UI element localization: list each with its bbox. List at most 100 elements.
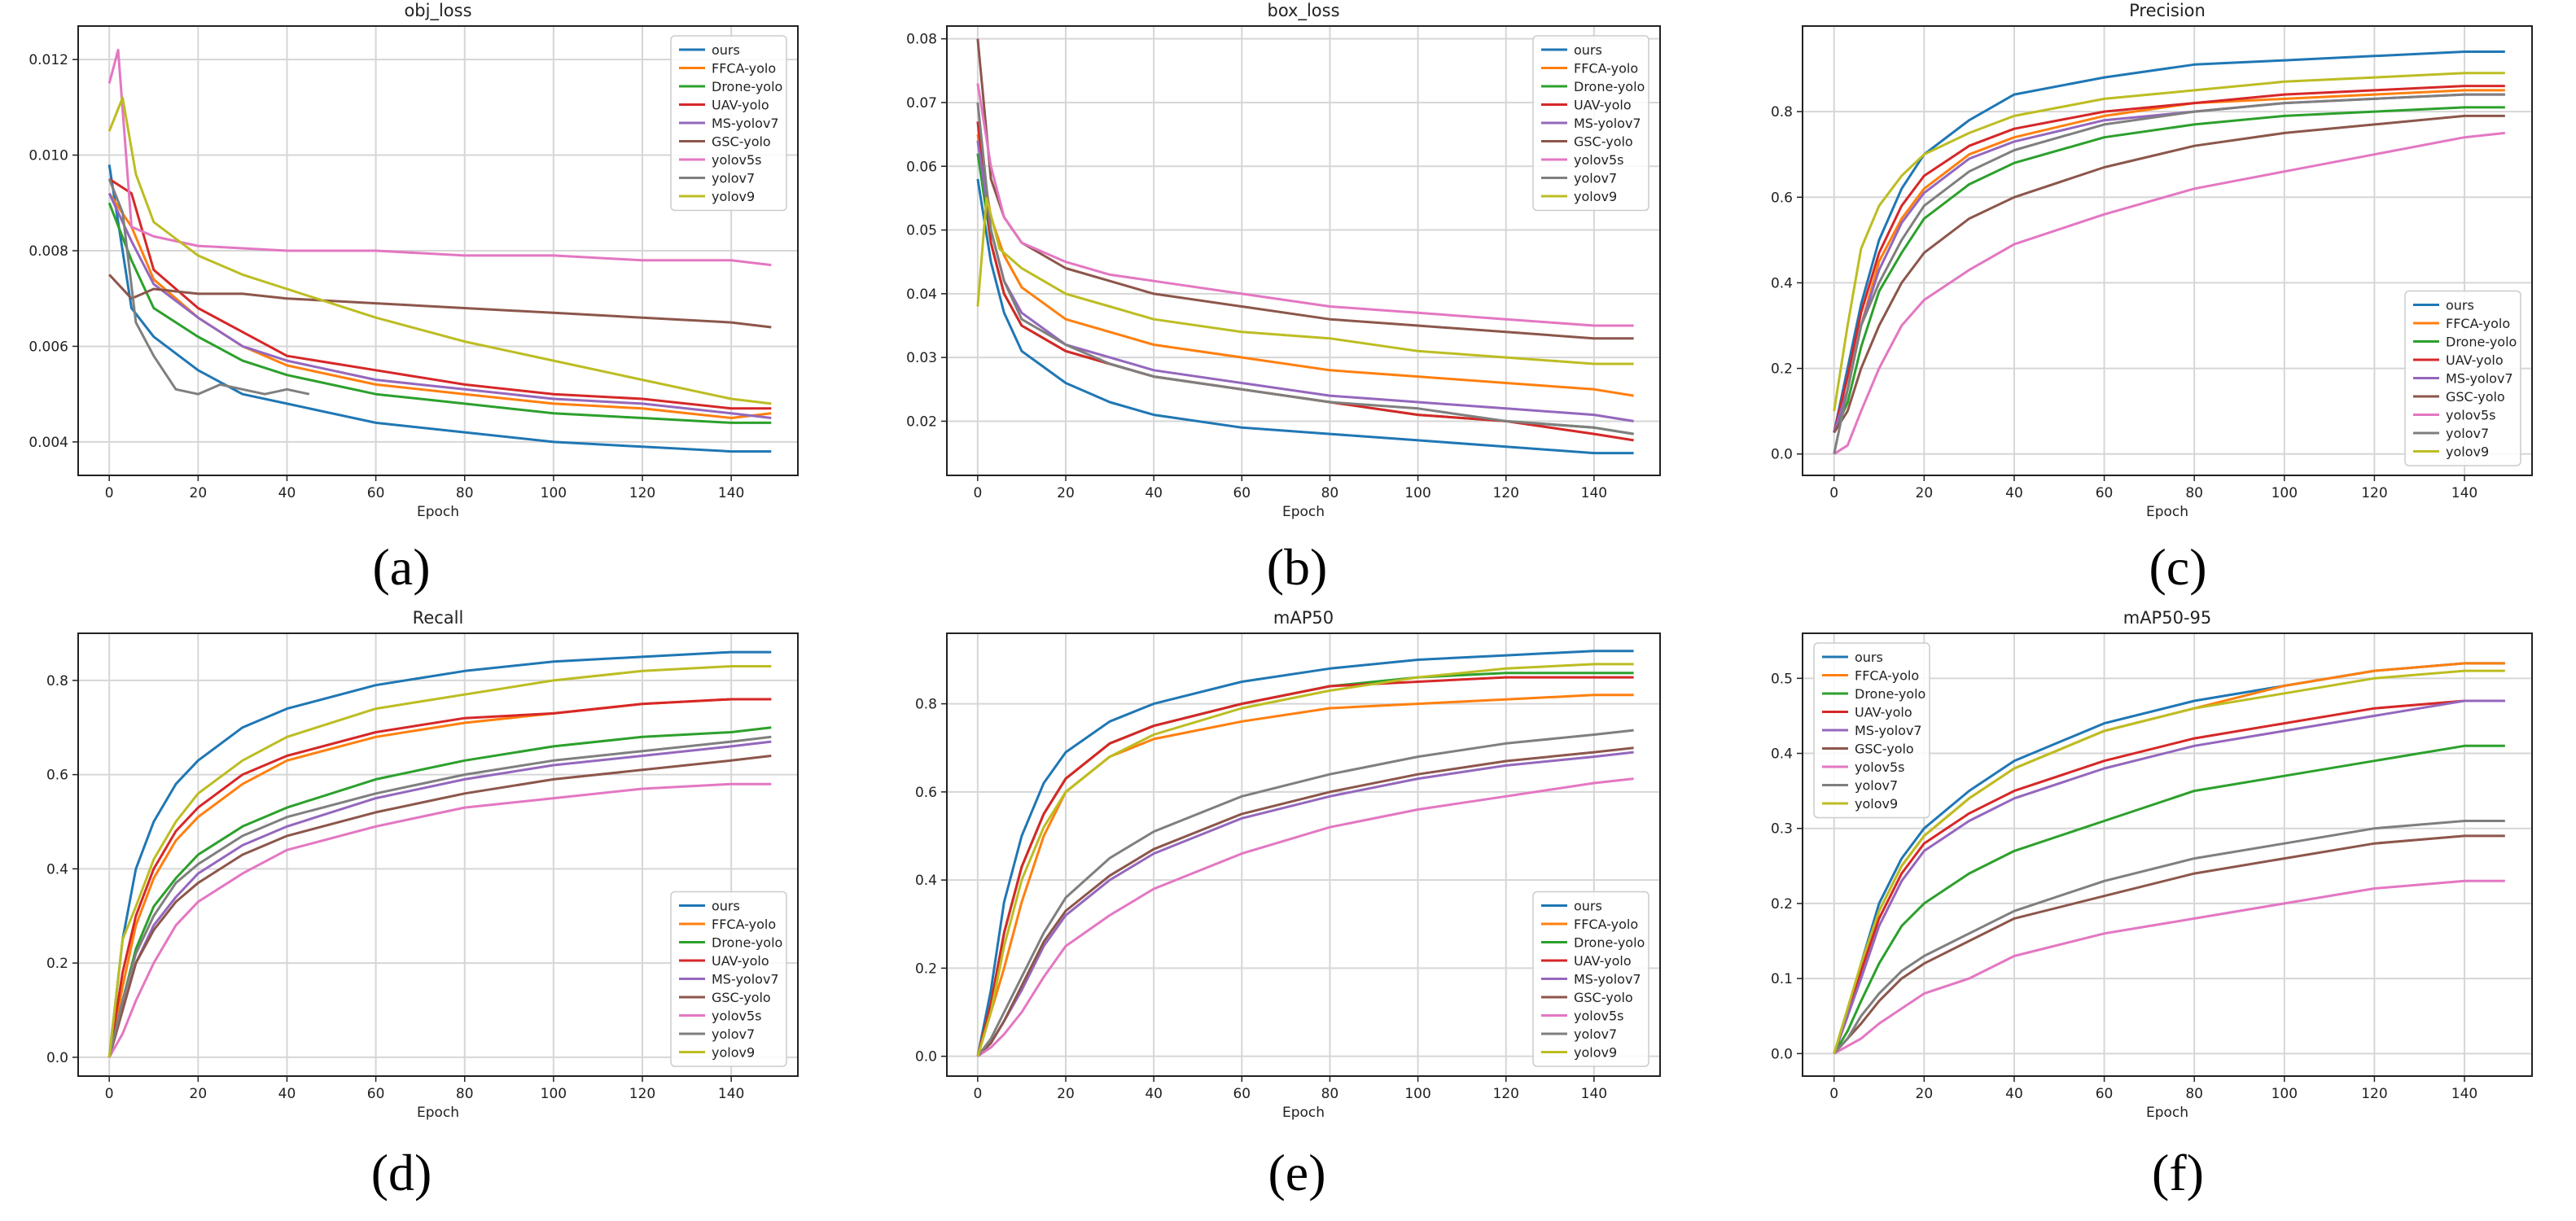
chart-title: Precision xyxy=(2129,1,2206,20)
legend-label: ours xyxy=(1855,650,1883,665)
x-tick-label: 60 xyxy=(2096,1086,2114,1102)
y-tick-label: 0.08 xyxy=(906,32,937,48)
chart-map50-95: mAP50-95 0 20 40 60 80 100 120 140 Epoch 0.0 0.1 0.2… xyxy=(1771,608,2533,1121)
y-tick-label: 0.010 xyxy=(28,148,68,164)
series-line-ffca-yolo xyxy=(1833,89,2505,433)
y-tick-label: 0.6 xyxy=(915,785,937,801)
series-line-ours xyxy=(107,650,772,1058)
legend-label: Drone-yolo xyxy=(712,79,782,94)
legend-label: yolov7 xyxy=(712,1026,755,1042)
x-tick-label: 100 xyxy=(2272,1086,2298,1102)
legend-label: FFCA-yolo xyxy=(1855,668,1919,684)
legend-label: UAV-yolo xyxy=(2446,352,2504,368)
series-line-uav-yolo xyxy=(1833,699,2505,1054)
legend-label: yolov5s xyxy=(712,1009,761,1024)
legend: ours FFCA-yolo Drone-yolo UAV-yolo MS-yolov7… xyxy=(1813,642,1930,819)
x-axis-label: Epoch xyxy=(417,504,459,520)
y-tick-label: 0.2 xyxy=(1771,896,1793,912)
y-tick-label: 0.0 xyxy=(46,1050,68,1066)
series-line-gsc-yolo xyxy=(1833,834,2505,1055)
y-tick-label: 0.2 xyxy=(1771,361,1793,378)
x-tick-label: 100 xyxy=(1404,485,1430,501)
series-line-yolov9 xyxy=(107,665,772,1058)
x-tick-label: 0 xyxy=(105,1086,114,1102)
series-line-drone-yolo xyxy=(107,202,772,424)
x-tick-label: 60 xyxy=(367,485,385,501)
legend-label: yolov5s xyxy=(2446,408,2495,423)
y-tick-label: 0.5 xyxy=(1771,671,1793,687)
x-tick-label: 60 xyxy=(1233,1086,1251,1102)
legend-label: yolov5s xyxy=(712,152,761,168)
series-line-ours xyxy=(976,650,1634,1057)
legend: ours FFCA-yolo Drone-yolo UAV-yolo MS-yolov7… xyxy=(670,35,787,212)
x-tick-label: 40 xyxy=(1145,1086,1163,1102)
series-layer xyxy=(107,650,772,1058)
y-tick-label: 0.0 xyxy=(1771,1046,1793,1062)
x-tick-label: 0 xyxy=(105,485,114,501)
y-tick-label: 0.1 xyxy=(1771,971,1793,987)
x-tick-label: 120 xyxy=(629,485,655,501)
legend-label: UAV-yolo xyxy=(1574,953,1632,969)
legend-box xyxy=(670,35,787,212)
legend-label: UAV-yolo xyxy=(1574,98,1632,113)
x-axis-label: Epoch xyxy=(1282,504,1325,520)
y-tick-label: 0.004 xyxy=(28,435,68,451)
plot-frame xyxy=(946,632,1661,1077)
y-tick-label: 0.4 xyxy=(915,873,937,889)
x-tick-label: 20 xyxy=(190,1086,208,1102)
legend-label: GSC-yolo xyxy=(1574,990,1633,1005)
series-line-yolov7 xyxy=(1833,820,2505,1055)
series-line-yolov5s xyxy=(1833,131,2505,455)
series-line-yolov5s xyxy=(107,782,772,1058)
x-axis-label: Epoch xyxy=(2146,1105,2188,1121)
x-tick-label: 40 xyxy=(2005,485,2023,501)
series-line-yolov5s xyxy=(977,777,1634,1057)
series-line-ffca-yolo xyxy=(976,694,1634,1057)
x-tick-label: 0 xyxy=(973,1086,982,1102)
series-line-ms-yolov7 xyxy=(107,192,772,419)
legend-label: yolov7 xyxy=(1855,778,1898,794)
legend-label: yolov9 xyxy=(712,1045,755,1061)
chart-title: mAP50-95 xyxy=(2123,608,2212,628)
legend-label: yolov9 xyxy=(1855,796,1898,812)
legend-label: Drone-yolo xyxy=(2446,335,2517,350)
plot-frame xyxy=(1802,25,2533,476)
legend-box xyxy=(1813,642,1930,819)
legend-label: MS-yolov7 xyxy=(1855,723,1922,738)
series-line-uav-yolo xyxy=(1833,85,2505,433)
legend-label: FFCA-yolo xyxy=(712,917,776,932)
plot-frame xyxy=(77,25,799,476)
series-layer xyxy=(1833,662,2505,1055)
x-axis-label: Epoch xyxy=(417,1105,459,1121)
x-tick-label: 40 xyxy=(278,1086,296,1102)
x-tick-label: 140 xyxy=(2451,1086,2477,1102)
x-tick-label: 80 xyxy=(1321,485,1339,501)
legend-label: MS-yolov7 xyxy=(712,972,779,987)
legend-label: FFCA-yolo xyxy=(1574,917,1638,932)
x-tick-label: 60 xyxy=(2096,485,2114,501)
x-tick-label: 140 xyxy=(1581,485,1607,501)
x-tick-label: 20 xyxy=(190,485,208,501)
series-line-drone-yolo xyxy=(107,726,772,1058)
legend-label: yolov9 xyxy=(1574,189,1617,204)
y-tick-label: 0.07 xyxy=(906,95,937,112)
x-tick-label: 120 xyxy=(629,1086,655,1102)
panel-label-d: (d) xyxy=(371,1144,432,1201)
x-tick-label: 100 xyxy=(1404,1086,1430,1102)
y-tick-label: 0.8 xyxy=(46,673,68,689)
legend-box xyxy=(1532,891,1649,1067)
legend-label: GSC-yolo xyxy=(2446,389,2505,405)
series-line-uav-yolo xyxy=(108,177,772,410)
series-line-yolov9 xyxy=(976,196,1634,365)
series-layer xyxy=(976,650,1634,1057)
y-tick-label: 0.6 xyxy=(1771,190,1793,206)
legend: ours FFCA-yolo Drone-yolo UAV-yolo MS-yolov7… xyxy=(670,891,787,1067)
x-tick-label: 80 xyxy=(2185,1086,2203,1102)
x-tick-label: 80 xyxy=(1321,1086,1339,1102)
x-tick-label: 100 xyxy=(2272,485,2298,501)
series-line-yolov7 xyxy=(107,178,310,396)
legend-label: ours xyxy=(1574,899,1602,914)
series-line-yolov5s xyxy=(107,48,772,267)
x-tick-label: 80 xyxy=(456,1086,474,1102)
